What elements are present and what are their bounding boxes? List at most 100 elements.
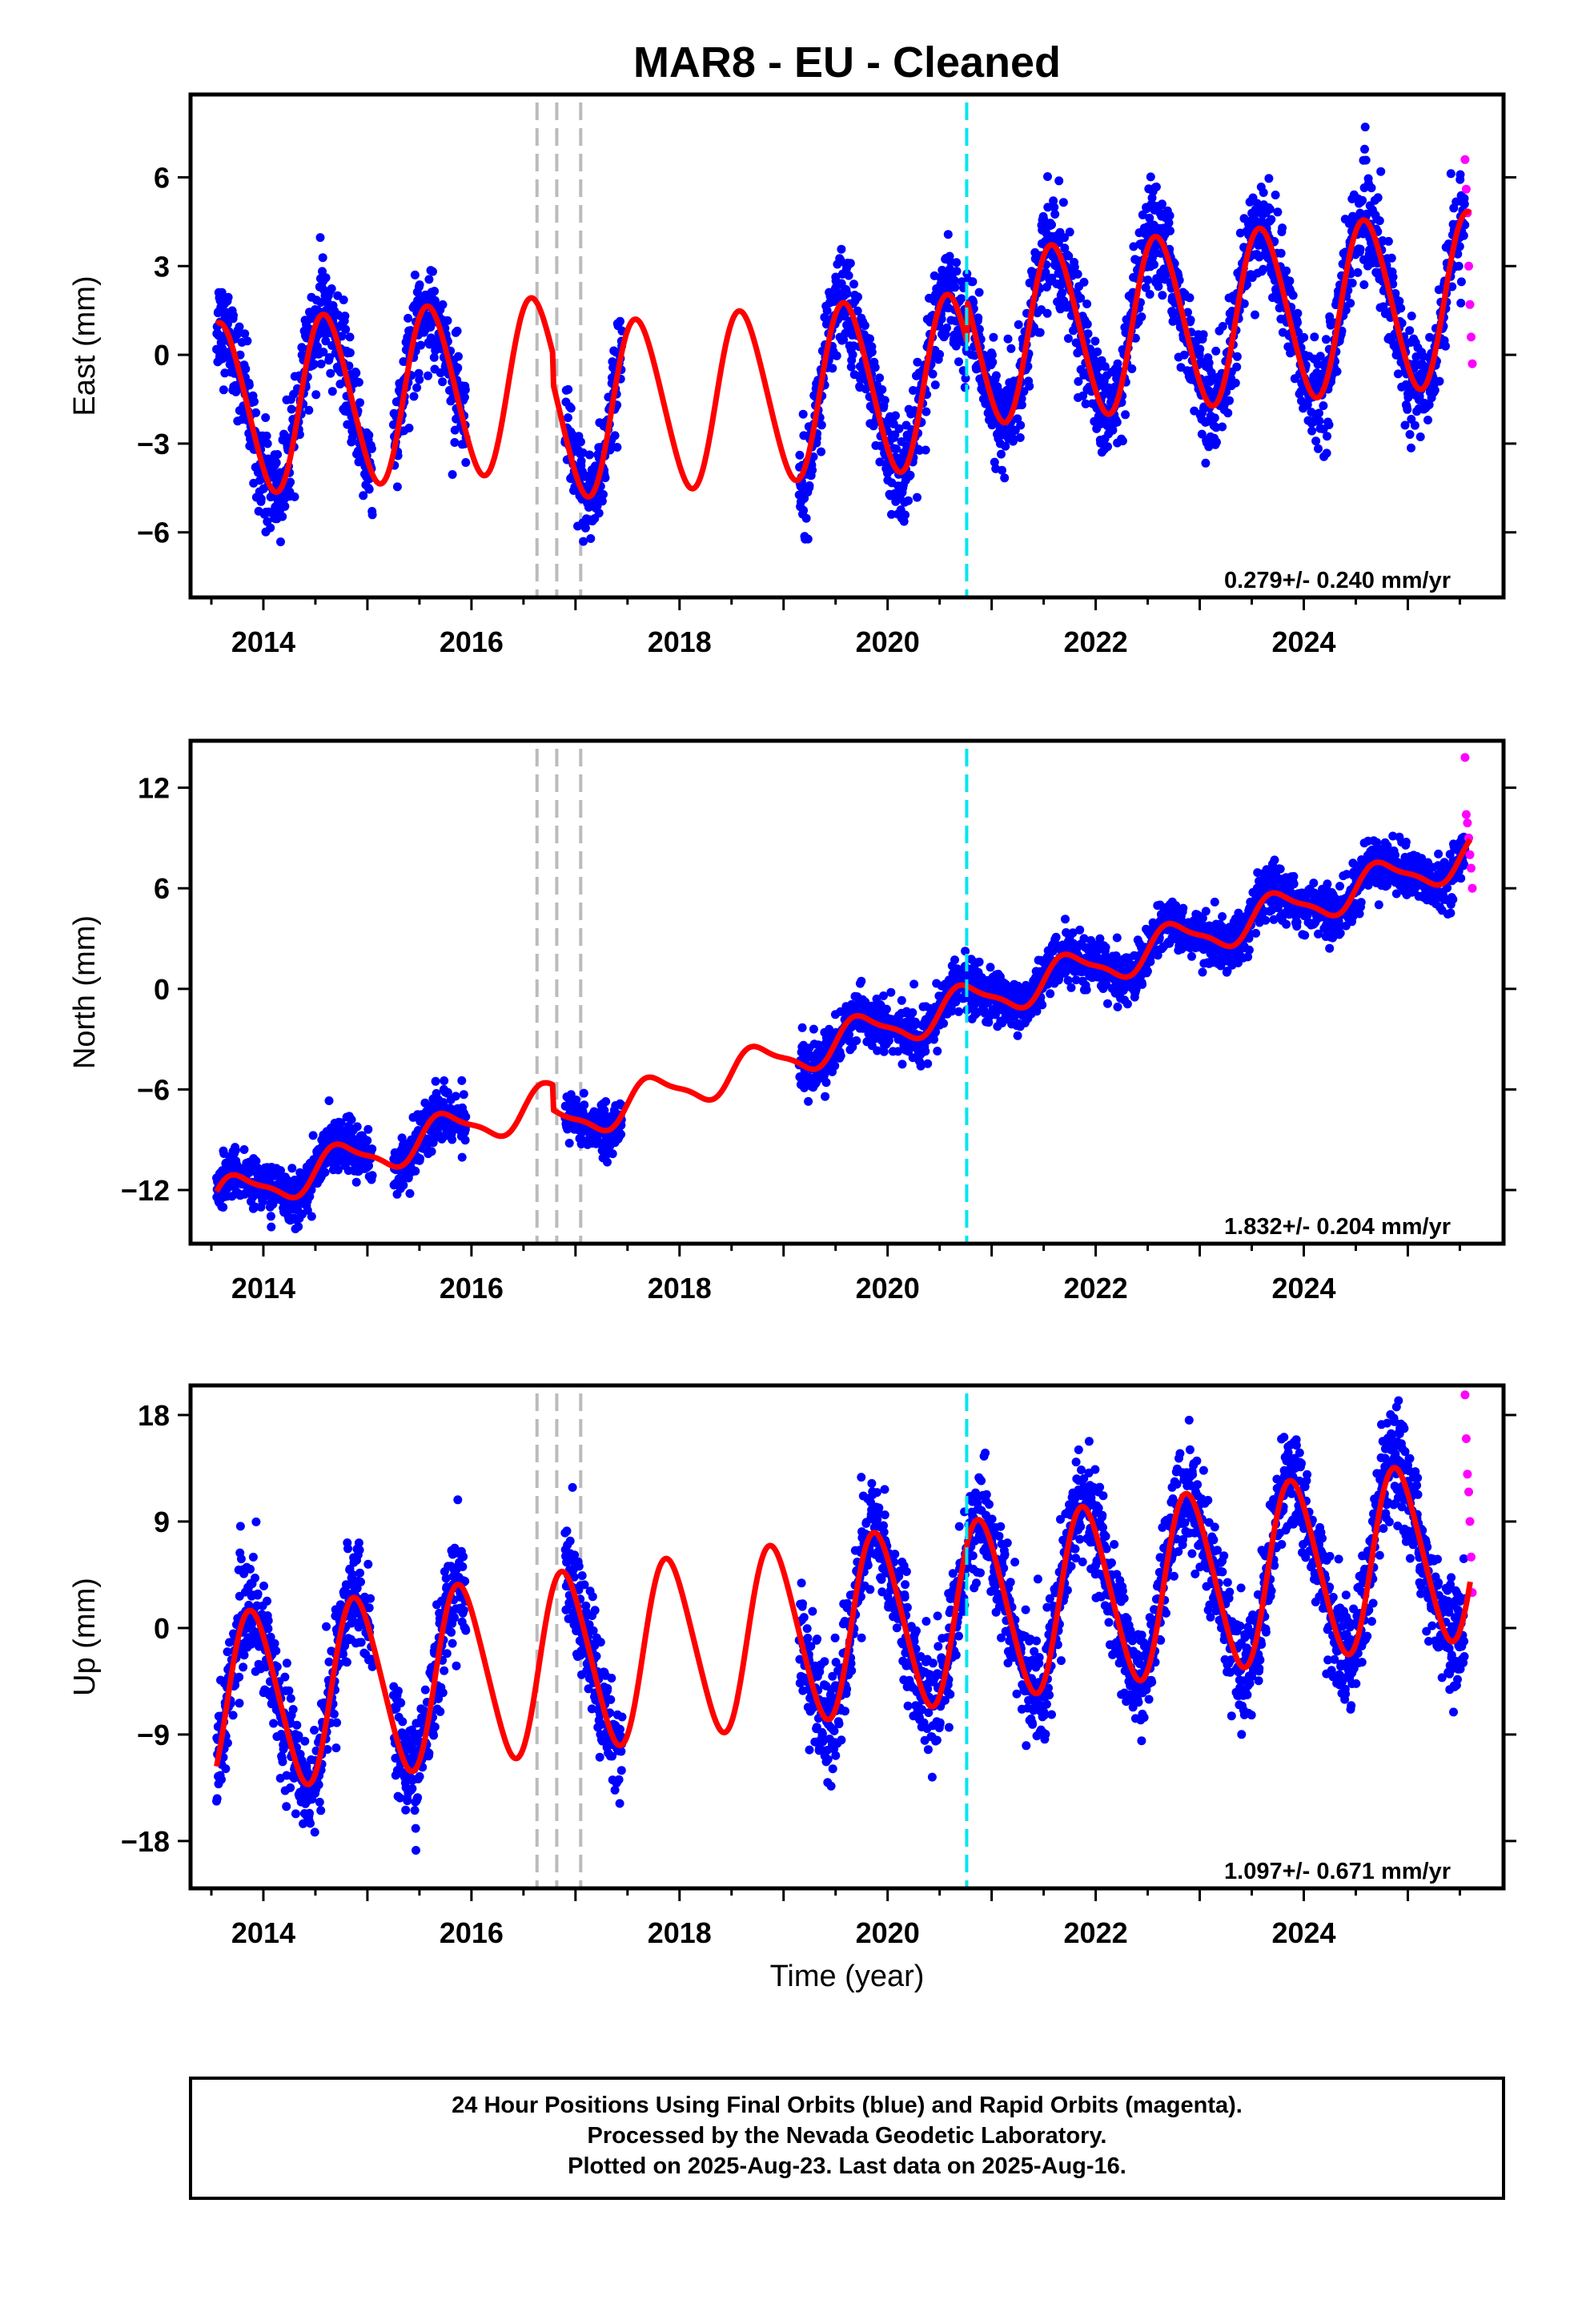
final-orbit-point [367,1144,377,1154]
final-orbit-point [450,438,460,447]
final-orbit-point [1121,410,1130,420]
final-orbit-point [580,523,590,533]
final-orbit-point [266,1212,275,1221]
final-orbit-point [1166,226,1174,235]
final-orbit-point [600,473,610,483]
final-orbit-point [416,340,426,350]
final-orbit-point [276,537,285,547]
final-orbit-point [1075,925,1085,935]
final-orbit-point [1013,1031,1022,1040]
final-orbit-point [354,377,363,387]
final-orbit-point [231,1145,240,1155]
final-orbit-point [1154,282,1163,292]
final-orbit-point [808,465,817,475]
final-orbit-point [1311,436,1321,446]
final-orbit-point [1138,979,1147,989]
final-orbit-point [937,314,946,324]
final-orbit-point [870,363,880,372]
final-orbit-point [1251,310,1259,320]
final-orbit-point [1065,227,1074,237]
final-orbit-point [452,326,462,336]
final-orbit-point [580,1100,589,1110]
final-orbit-point [287,404,296,414]
final-orbit-point [913,493,921,502]
final-orbit-point [363,1124,373,1134]
final-orbit-point [608,1149,617,1159]
final-orbit-point [1341,305,1351,315]
final-orbit-point [797,1023,807,1032]
final-orbit-point [1459,231,1468,240]
final-orbit-point [1016,420,1026,430]
final-orbit-point [319,348,328,357]
final-orbit-point [411,1166,420,1176]
final-orbit-point [989,332,998,342]
final-orbit-point [886,987,896,997]
final-orbit-point [443,316,452,325]
final-orbit-point [1003,334,1013,344]
final-orbit-point [1137,312,1146,322]
final-orbit-point [1360,144,1369,154]
final-orbit-point [431,1076,440,1086]
rapid-orbit-point [1464,261,1473,271]
final-orbit-point [987,420,997,430]
final-orbit-point [1407,443,1415,452]
final-orbit-point [991,371,1001,380]
final-orbit-point [905,470,915,480]
final-orbit-point [454,352,463,361]
final-orbit-point [1058,288,1067,298]
final-orbit-point [1112,417,1122,427]
final-orbit-point [451,1092,460,1101]
final-orbit-point [1165,211,1174,220]
final-orbit-point [1403,404,1412,414]
final-orbit-point [616,1130,626,1139]
final-orbit-point [448,1135,457,1144]
east-xtick-label: 2020 [856,625,920,658]
final-orbit-point [1288,291,1298,300]
final-orbit-point [803,534,813,544]
final-orbit-point [453,363,463,372]
final-orbit-point [1014,320,1023,329]
final-orbit-point [1387,253,1396,263]
final-orbit-point [867,348,877,357]
final-orbit-point [363,1136,372,1145]
final-orbit-point [448,470,457,479]
final-orbit-point [875,373,885,383]
final-orbit-point [1197,429,1207,439]
final-orbit-point [1232,352,1242,361]
final-orbit-point [461,458,471,467]
final-orbit-point [1204,358,1214,368]
final-orbit-point [429,352,439,362]
final-orbit-point [1367,183,1376,193]
final-orbit-point [251,408,261,417]
final-orbit-point [1259,264,1268,274]
final-orbit-point [897,995,906,1005]
final-orbit-point [880,396,889,405]
final-orbit-point [326,368,335,378]
final-orbit-point [1049,196,1058,206]
final-orbit-point [809,1024,818,1034]
final-orbit-point [321,273,331,283]
final-orbit-point [1199,330,1208,340]
final-orbit-point [842,289,852,298]
east-ytick-label: 3 [154,250,170,283]
final-orbit-point [1321,335,1331,344]
final-orbit-point [576,456,586,466]
final-orbit-point [1025,381,1034,391]
final-orbit-point [849,370,859,380]
final-orbit-point [1186,316,1195,325]
final-orbit-point [261,413,271,422]
final-orbit-point [424,275,434,284]
final-orbit-point [597,497,607,506]
final-orbit-point [891,411,900,420]
final-orbit-point [410,270,420,279]
final-orbit-point [1396,304,1406,313]
final-orbit-point [599,489,608,499]
final-orbit-point [324,353,334,362]
final-orbit-point [908,1008,917,1017]
final-orbit-point [1218,422,1227,432]
final-orbit-point [287,1164,297,1173]
final-orbit-point [457,1076,467,1085]
final-orbit-point [1315,352,1325,361]
east-xtick-label: 2014 [231,625,295,658]
